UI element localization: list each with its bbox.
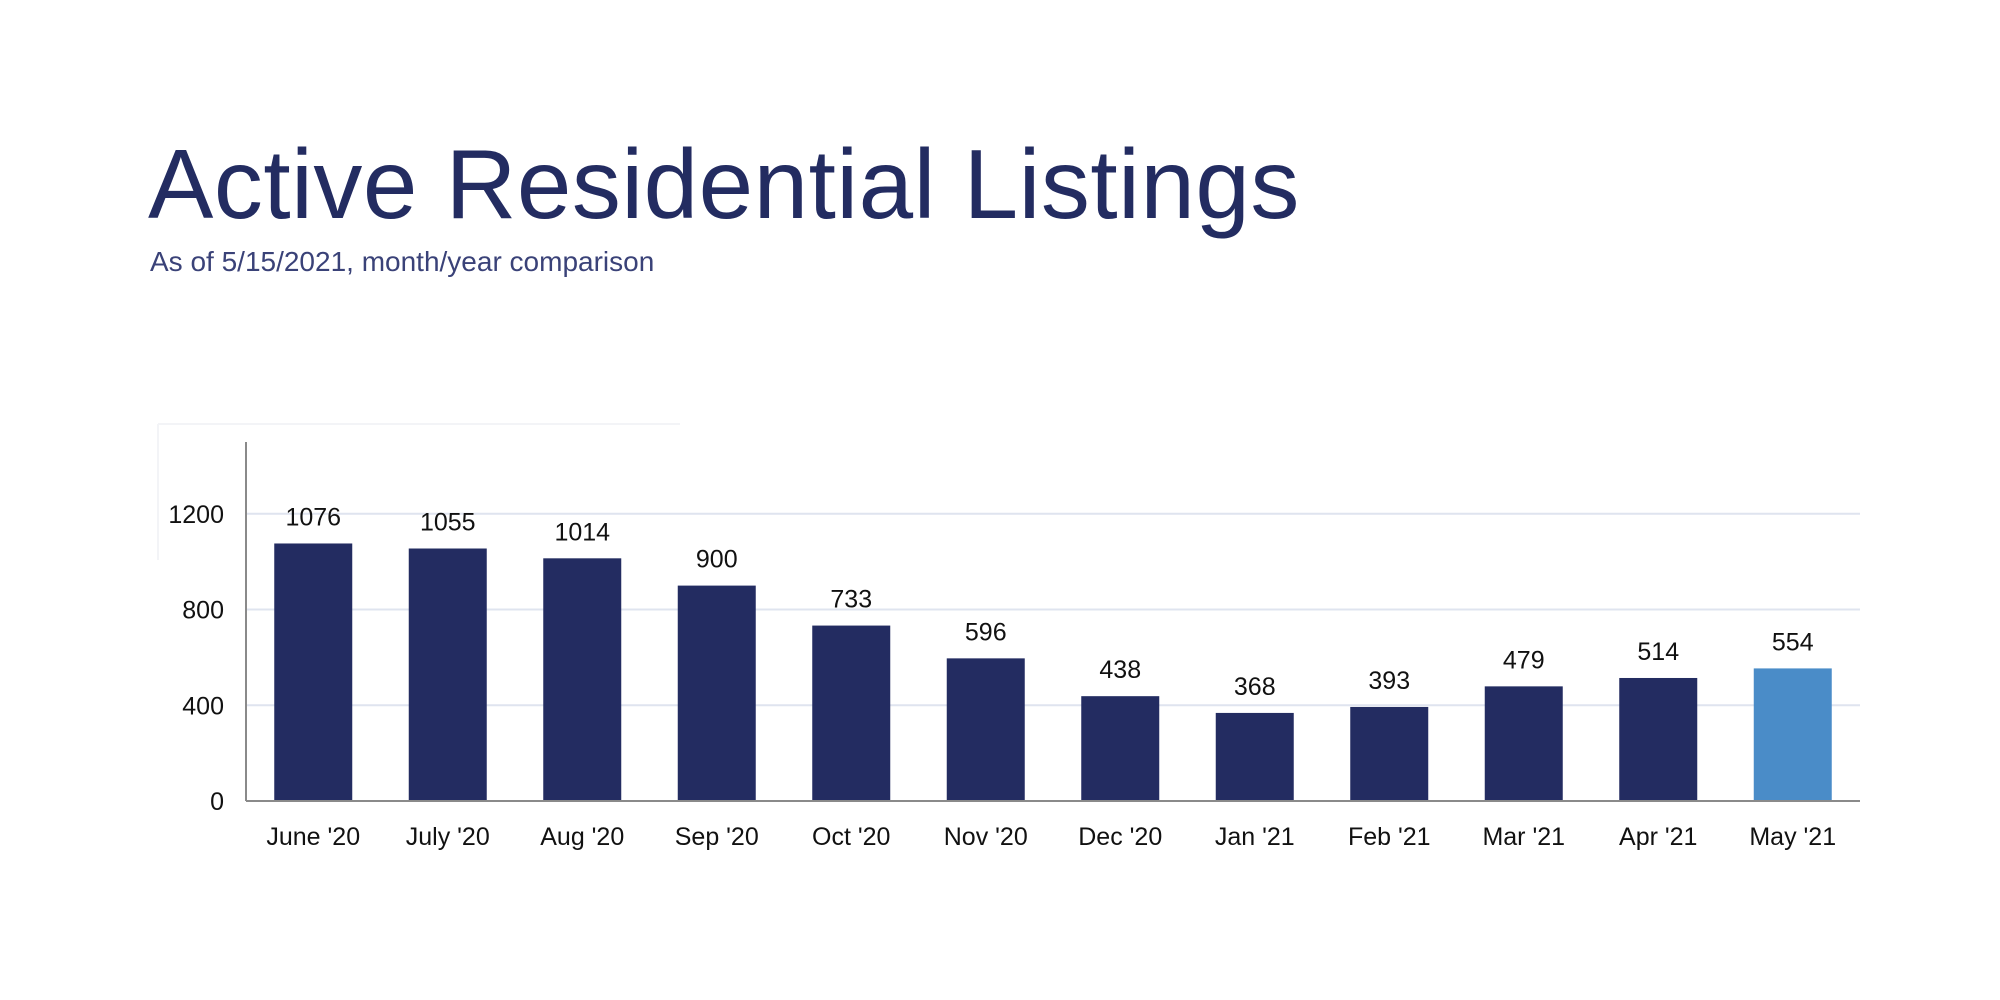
- bar: [274, 543, 353, 801]
- x-tick-label: Mar '21: [1482, 823, 1565, 851]
- bar: [677, 585, 756, 801]
- data-label: 514: [1637, 638, 1679, 666]
- y-tick-label: 800: [182, 597, 224, 625]
- chart-title: Active Residential Listings: [148, 129, 1300, 239]
- bar: [946, 658, 1025, 801]
- chart-subtitle: As of 5/15/2021, month/year comparison: [150, 246, 655, 277]
- x-tick-label: June '20: [266, 823, 360, 851]
- y-tick-label: 0: [210, 788, 224, 816]
- x-tick-label: Sep '20: [675, 823, 759, 851]
- y-tick-label: 400: [182, 692, 224, 720]
- bar: [812, 625, 891, 801]
- data-label: 1055: [420, 509, 476, 537]
- x-tick-label: May '21: [1749, 823, 1836, 851]
- data-label: 733: [830, 586, 872, 614]
- x-tick-label: July '20: [406, 823, 490, 851]
- bar: [1350, 706, 1429, 801]
- bar: [1619, 677, 1698, 801]
- data-label: 900: [696, 546, 738, 574]
- bar: [1081, 696, 1160, 801]
- data-label: 368: [1234, 673, 1276, 701]
- data-label: 393: [1368, 667, 1410, 695]
- data-label: 596: [965, 618, 1007, 646]
- x-tick-label: Feb '21: [1348, 823, 1431, 851]
- bar: [543, 558, 622, 801]
- x-tick-label: Dec '20: [1078, 823, 1162, 851]
- y-tick-label: 1200: [168, 501, 224, 529]
- data-label: 1076: [285, 503, 341, 531]
- data-label: 479: [1503, 646, 1545, 674]
- data-label: 554: [1772, 628, 1814, 656]
- x-tick-label: Aug '20: [540, 823, 624, 851]
- data-label: 438: [1099, 656, 1141, 684]
- data-label: 1014: [554, 518, 610, 546]
- bar: [408, 548, 487, 801]
- x-tick-label: Apr '21: [1619, 823, 1697, 851]
- x-tick-label: Jan '21: [1215, 823, 1295, 851]
- bar: [1753, 668, 1832, 801]
- x-tick-label: Nov '20: [944, 823, 1028, 851]
- x-tick-label: Oct '20: [812, 823, 890, 851]
- bar: [1484, 686, 1563, 801]
- bar: [1215, 712, 1294, 801]
